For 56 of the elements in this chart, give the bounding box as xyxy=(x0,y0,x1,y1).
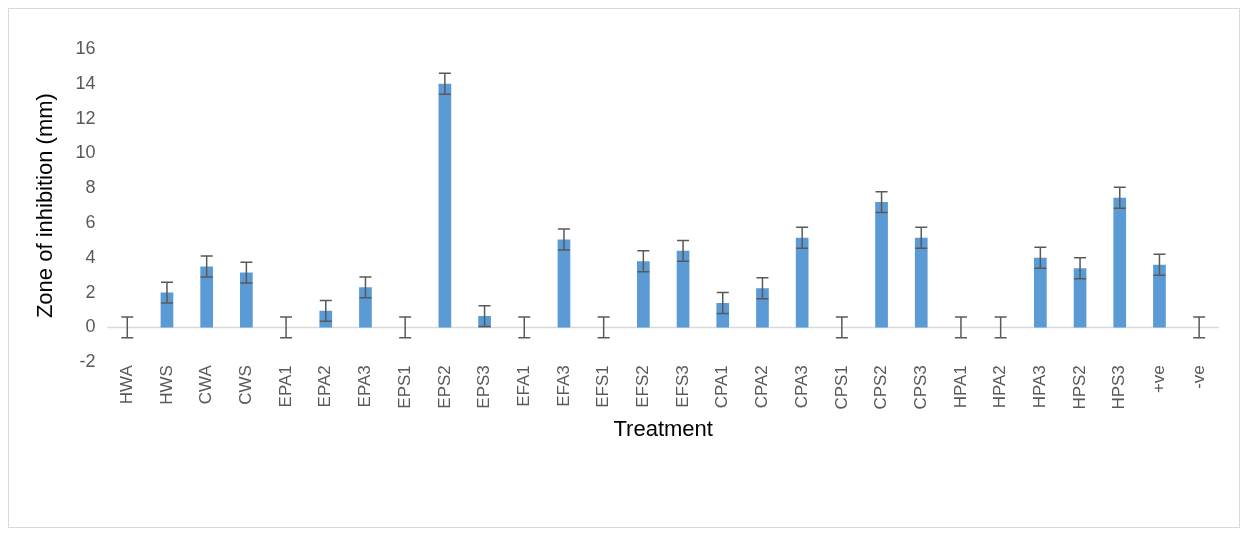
x-tick-label: HPA2 xyxy=(990,365,1010,409)
bar xyxy=(716,303,730,328)
x-tick-label: EPS3 xyxy=(474,365,494,409)
y-tick-label: -2 xyxy=(79,351,96,372)
bar xyxy=(1153,264,1166,328)
x-tick-label: EFS2 xyxy=(633,365,653,408)
x-axis-title: Treatment xyxy=(613,415,713,441)
bar xyxy=(200,266,214,328)
y-tick-label: 8 xyxy=(85,177,96,198)
bar xyxy=(557,239,571,328)
y-tick-label: 16 xyxy=(75,37,96,58)
x-tick-label: EFS1 xyxy=(593,365,613,408)
bar xyxy=(637,261,650,328)
bar xyxy=(438,83,452,328)
x-tick-label: CPS3 xyxy=(910,365,930,410)
x-tick-label: EFS3 xyxy=(672,365,692,408)
x-tick-label: HPA3 xyxy=(1030,365,1050,409)
x-tick-label: CWS xyxy=(236,365,256,405)
x-tick-label: EPS1 xyxy=(394,365,414,409)
bar xyxy=(1073,268,1087,328)
bar xyxy=(795,237,809,328)
y-tick-label: 12 xyxy=(75,107,96,128)
bar xyxy=(1113,197,1127,328)
x-tick-label: HWS xyxy=(156,365,176,405)
x-tick-label: EPA1 xyxy=(275,365,295,408)
bar xyxy=(676,250,690,328)
x-tick-label: EPS2 xyxy=(434,365,454,409)
x-tick-label: CPS2 xyxy=(871,365,891,410)
x-tick-label: +ve xyxy=(1149,365,1169,394)
x-tick-label: CPS1 xyxy=(831,365,851,410)
y-tick-label: 14 xyxy=(75,72,96,93)
x-tick-label: CPA2 xyxy=(752,365,772,409)
x-tick-label: EFA1 xyxy=(513,365,533,407)
x-tick-label: CPA3 xyxy=(791,365,811,409)
bar xyxy=(240,272,253,328)
bar xyxy=(914,237,928,328)
x-tick-label: EFA3 xyxy=(553,365,573,407)
x-tick-label: -ve xyxy=(1188,365,1208,389)
bar xyxy=(1034,257,1047,328)
y-tick-label: 10 xyxy=(75,142,96,163)
y-tick-label: 6 xyxy=(85,211,96,232)
bar xyxy=(875,202,888,328)
x-tick-label: EPA3 xyxy=(355,365,375,408)
y-tick-label: 4 xyxy=(85,246,96,267)
x-tick-label: CWA xyxy=(196,364,216,405)
y-axis-title: Zone of inhibition (mm) xyxy=(32,93,58,319)
bar xyxy=(359,287,372,328)
x-tick-label: CPA1 xyxy=(712,365,732,409)
y-tick-label: 0 xyxy=(85,316,96,337)
x-tick-label: HPS3 xyxy=(1109,365,1129,410)
x-tick-label: EPA2 xyxy=(315,365,335,408)
bar xyxy=(756,288,769,328)
y-tick-label: 2 xyxy=(85,281,96,302)
x-tick-label: HPA1 xyxy=(950,365,970,409)
x-tick-label: HWA xyxy=(116,364,136,405)
x-tick-label: HPS2 xyxy=(1069,365,1089,410)
